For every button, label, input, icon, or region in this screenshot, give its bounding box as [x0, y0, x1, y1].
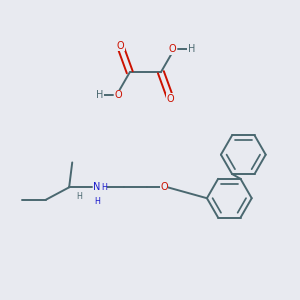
Text: O: O [169, 44, 176, 54]
Text: O: O [160, 182, 168, 192]
Text: H: H [94, 197, 100, 206]
Text: H: H [101, 183, 107, 192]
Text: O: O [114, 90, 122, 100]
Text: O: O [117, 41, 124, 51]
Text: H: H [96, 90, 103, 100]
Text: H: H [76, 191, 82, 200]
Text: O: O [166, 94, 174, 103]
Text: N: N [93, 182, 101, 192]
Text: H: H [188, 44, 195, 54]
